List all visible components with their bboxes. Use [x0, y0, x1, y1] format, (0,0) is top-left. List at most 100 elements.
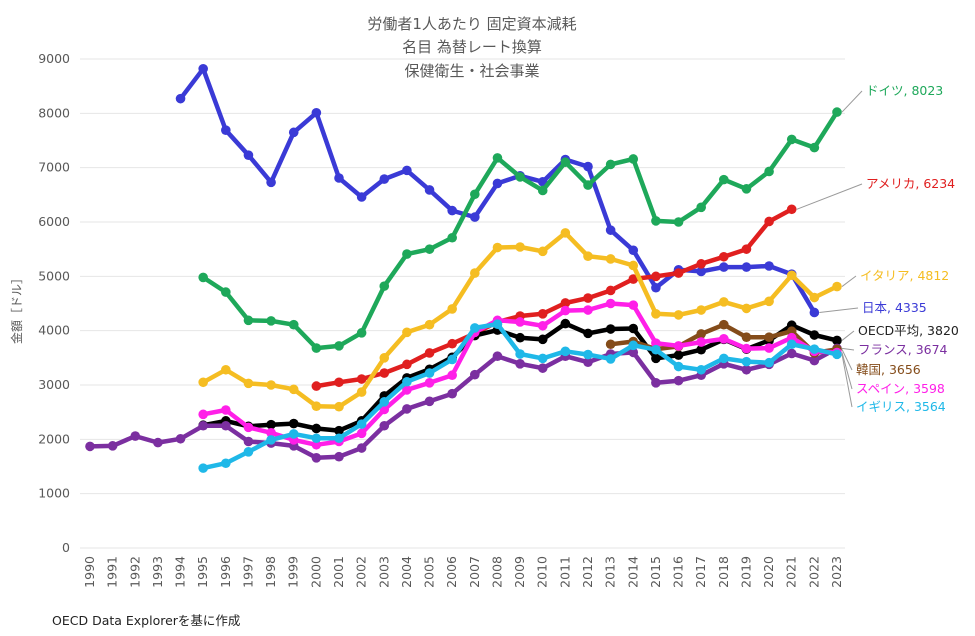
data-point	[447, 338, 457, 349]
data-point	[741, 356, 752, 367]
data-point	[334, 401, 344, 412]
data-point	[379, 353, 390, 363]
data-point	[379, 397, 390, 407]
data-point	[537, 353, 548, 364]
data-point	[288, 384, 299, 395]
leader-line	[841, 354, 853, 408]
data-point	[809, 344, 820, 354]
data-point	[786, 339, 797, 350]
data-point	[696, 344, 706, 355]
data-point	[651, 378, 661, 388]
data-point	[560, 157, 571, 168]
leader-line	[841, 90, 863, 113]
data-point	[605, 285, 616, 296]
data-point	[107, 441, 118, 451]
data-point	[424, 244, 435, 254]
data-point	[515, 242, 525, 252]
data-point	[334, 377, 344, 388]
data-point	[221, 125, 231, 135]
data-point	[809, 142, 820, 153]
data-point	[266, 428, 276, 438]
data-point	[311, 433, 322, 444]
data-point	[832, 335, 842, 346]
series-line-アメリカ	[314, 207, 794, 389]
leader-line	[841, 330, 855, 341]
data-point	[741, 343, 752, 354]
data-point	[673, 361, 684, 372]
data-point	[311, 381, 322, 391]
data-point	[470, 212, 480, 222]
data-point	[605, 298, 616, 309]
data-point	[537, 309, 548, 319]
data-point	[651, 282, 661, 293]
data-point	[356, 419, 367, 429]
x-tick-label: 2009	[512, 556, 527, 588]
data-point	[696, 266, 706, 277]
data-point	[447, 232, 457, 243]
data-point	[809, 307, 820, 318]
data-point	[311, 107, 322, 118]
data-point	[809, 355, 820, 366]
data-point	[628, 347, 639, 358]
y-tick-label: 3000	[38, 377, 70, 392]
data-point	[198, 409, 208, 420]
data-point	[492, 153, 503, 163]
chart-title-line-3: 保健衛生・社会事業	[404, 62, 539, 80]
series-イタリア	[198, 228, 842, 412]
data-point	[696, 329, 706, 339]
data-point	[696, 337, 706, 347]
data-point	[583, 293, 593, 303]
chart-title-line-1: 労働者1人あたり 固定資本減耗	[367, 15, 576, 33]
y-tick-label: 8000	[38, 105, 70, 120]
data-point	[786, 134, 797, 145]
data-point	[221, 287, 231, 297]
data-point	[470, 369, 480, 380]
data-point	[786, 270, 797, 281]
data-point	[288, 127, 299, 138]
data-point	[243, 447, 254, 457]
data-point	[198, 420, 208, 431]
data-point	[583, 349, 593, 360]
x-tick-label: 1998	[263, 556, 278, 588]
data-point	[605, 254, 616, 264]
data-point	[628, 323, 639, 334]
x-tick-label: 2003	[376, 556, 391, 588]
data-point	[243, 378, 254, 389]
data-point	[470, 323, 480, 333]
data-point	[605, 324, 616, 334]
data-point	[379, 368, 390, 378]
data-point	[379, 174, 390, 184]
data-point	[470, 268, 480, 278]
end-label-イタリア: イタリア, 4812	[860, 268, 949, 283]
end-label-ドイツ: ドイツ, 8023	[866, 83, 943, 98]
data-point	[628, 260, 639, 271]
data-point	[560, 228, 571, 238]
data-point	[402, 376, 412, 387]
data-point	[85, 441, 95, 452]
leader-line	[841, 349, 853, 371]
end-label-イギリス: イギリス, 3564	[856, 399, 946, 414]
data-point	[492, 242, 503, 253]
data-point	[786, 348, 797, 359]
data-point	[583, 328, 593, 339]
x-tick-label: 2001	[331, 556, 346, 588]
data-point	[447, 304, 457, 314]
data-point	[515, 359, 525, 369]
x-tick-label: 2002	[354, 556, 369, 588]
data-point	[832, 107, 842, 117]
data-point	[764, 296, 774, 307]
data-point	[266, 316, 276, 326]
x-tick-label: 2006	[444, 556, 459, 588]
data-point	[447, 370, 457, 381]
data-point	[311, 423, 322, 434]
data-point	[583, 357, 593, 367]
end-label-日本: 日本, 4335	[862, 300, 927, 315]
data-point	[537, 363, 548, 373]
y-tick-label: 4000	[38, 323, 70, 338]
data-point	[334, 433, 344, 444]
x-tick-label: 1995	[195, 556, 210, 588]
data-point	[221, 458, 231, 469]
data-point	[515, 349, 525, 359]
label-leaders	[796, 90, 863, 408]
